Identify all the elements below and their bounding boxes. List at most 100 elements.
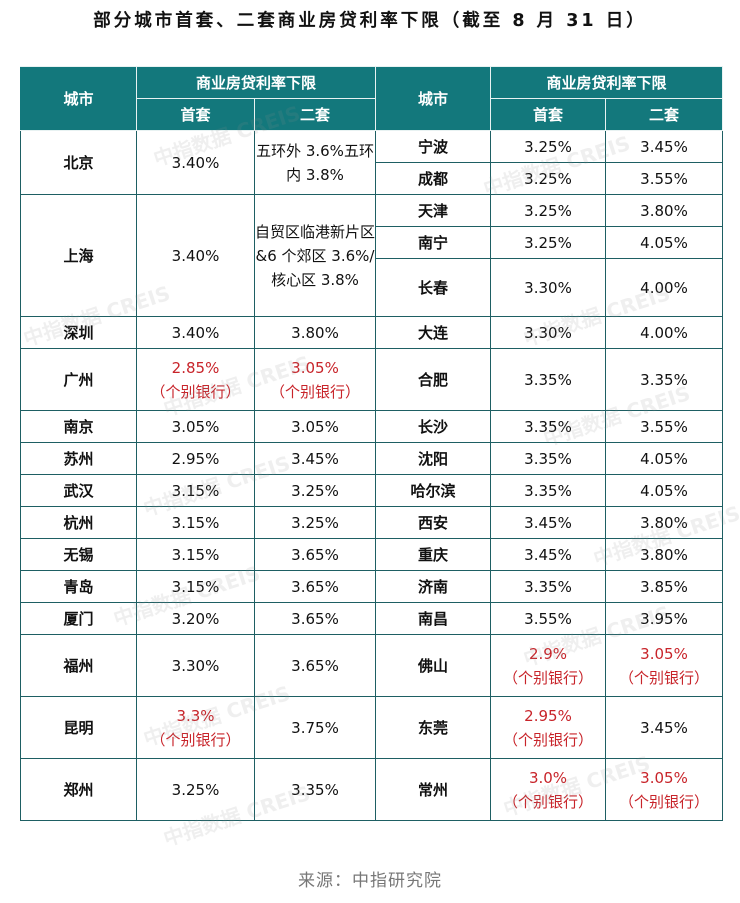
city-name: 佛山: [375, 634, 491, 697]
second-home-rate: 3.05% （个别银行）: [604, 634, 724, 697]
second-home-rate: 3.45%: [253, 442, 377, 475]
city-name: 武汉: [20, 474, 137, 507]
table-row: 长沙 3.35% 3.55%: [375, 410, 724, 443]
city-name: 厦门: [20, 602, 137, 635]
city-name: 合肥: [375, 348, 491, 411]
first-home-rate: 3.35%: [490, 348, 606, 411]
city-name: 广州: [20, 348, 137, 411]
table-row: 南京 3.05% 3.05%: [20, 410, 377, 443]
city-column-header: 城市: [375, 66, 491, 131]
second-home-rate: 3.80%: [604, 538, 724, 571]
rate-note: （个别银行）: [150, 730, 241, 749]
city-name: 天津: [375, 194, 491, 227]
city-name: 大连: [375, 316, 491, 349]
first-home-rate: 3.15%: [136, 474, 255, 507]
second-home-rate: 3.35%: [253, 758, 377, 821]
city-name: 长沙: [375, 410, 491, 443]
second-home-rate: 3.55%: [604, 410, 724, 443]
table-row: 西安 3.45% 3.80%: [375, 506, 724, 539]
second-home-rate: 3.80%: [253, 316, 377, 349]
first-home-rate: 3.35%: [490, 442, 606, 475]
second-home-rate: 4.05%: [604, 226, 724, 259]
city-name: 长春: [375, 258, 491, 317]
city-name: 成都: [375, 162, 491, 195]
first-home-rate: 3.25%: [490, 130, 606, 163]
table-row: 深圳 3.40% 3.80%: [20, 316, 377, 349]
second-home-rate: 3.25%: [253, 474, 377, 507]
second-home-rate: 3.45%: [604, 696, 724, 759]
rate-value: 2.9%: [528, 644, 568, 663]
second-home-rate: 3.65%: [253, 538, 377, 571]
second-home-rate: 3.05%: [253, 410, 377, 443]
first-home-rate: 3.45%: [490, 506, 606, 539]
rate-value: 2.85%: [171, 358, 220, 377]
table-row: 青岛 3.15% 3.65%: [20, 570, 377, 603]
second-home-rate: 3.80%: [604, 194, 724, 227]
first-home-rate: 2.9% （个别银行）: [490, 634, 606, 697]
table-row: 北京 3.40% 五环外 3.6%五环内 3.8%: [20, 130, 377, 195]
first-home-rate: 3.40%: [136, 130, 255, 195]
first-home-rate: 3.40%: [136, 194, 255, 317]
city-name: 重庆: [375, 538, 491, 571]
second-home-header: 二套: [253, 98, 377, 131]
second-home-rate: 4.00%: [604, 316, 724, 349]
rate-value: 3.05%: [640, 644, 688, 663]
first-home-rate: 2.85% （个别银行）: [136, 348, 255, 411]
rate-note: （个别银行）: [150, 382, 241, 401]
first-home-rate: 3.25%: [490, 162, 606, 195]
second-home-rate: 自贸区临港新片区&6 个郊区 3.6%/核心区 3.8%: [253, 194, 377, 317]
table-row: 大连 3.30% 4.00%: [375, 316, 724, 349]
second-home-rate: 3.75%: [253, 696, 377, 759]
table-row: 南宁 3.25% 4.05%: [375, 226, 724, 259]
table-row: 常州 3.0% （个别银行） 3.05% （个别银行）: [375, 758, 724, 821]
first-home-rate: 3.15%: [136, 570, 255, 603]
city-name: 深圳: [20, 316, 137, 349]
first-home-rate: 3.20%: [136, 602, 255, 635]
first-home-rate: 3.30%: [490, 316, 606, 349]
second-home-rate: 3.45%: [604, 130, 724, 163]
table-row: 广州 2.85% （个别银行） 3.05% （个别银行）: [20, 348, 377, 411]
city-name: 宁波: [375, 130, 491, 163]
city-name: 济南: [375, 570, 491, 603]
second-home-rate: 3.35%: [604, 348, 724, 411]
first-home-rate: 3.25%: [490, 226, 606, 259]
first-home-rate: 3.05%: [136, 410, 255, 443]
city-name: 南京: [20, 410, 137, 443]
table-row: 郑州 3.25% 3.35%: [20, 758, 377, 821]
city-name: 南昌: [375, 602, 491, 635]
second-home-rate: 4.00%: [604, 258, 724, 317]
rate-value: 3.3%: [176, 706, 215, 725]
table-row: 宁波 3.25% 3.45%: [375, 130, 724, 163]
city-name: 北京: [20, 130, 137, 195]
rate-group-header: 商业房贷利率下限: [135, 66, 377, 99]
table-row: 成都 3.25% 3.55%: [375, 162, 724, 195]
rate-note: （个别银行）: [502, 668, 593, 687]
first-home-rate: 3.55%: [490, 602, 606, 635]
rate-value: 3.0%: [528, 768, 568, 787]
rate-value: 3.05%: [291, 358, 339, 377]
city-name: 昆明: [20, 696, 137, 759]
rate-note: （个别银行）: [270, 382, 361, 401]
table-row: 昆明 3.3% （个别银行） 3.75%: [20, 696, 377, 759]
table-row: 杭州 3.15% 3.25%: [20, 506, 377, 539]
city-name: 西安: [375, 506, 491, 539]
table-row: 天津 3.25% 3.80%: [375, 194, 724, 227]
rate-value: 3.05%: [640, 768, 688, 787]
first-home-rate: 3.15%: [136, 538, 255, 571]
first-home-rate: 3.35%: [490, 474, 606, 507]
city-name: 南宁: [375, 226, 491, 259]
second-home-rate: 五环外 3.6%五环内 3.8%: [253, 130, 377, 195]
first-home-rate: 3.25%: [136, 758, 255, 821]
city-name: 沈阳: [375, 442, 491, 475]
city-name: 郑州: [20, 758, 137, 821]
second-home-rate: 3.65%: [253, 570, 377, 603]
first-home-rate: 2.95%: [136, 442, 255, 475]
city-column-header: 城市: [20, 66, 137, 131]
first-home-rate: 3.15%: [136, 506, 255, 539]
second-home-rate: 3.95%: [604, 602, 724, 635]
city-name: 常州: [375, 758, 491, 821]
table-row: 苏州 2.95% 3.45%: [20, 442, 377, 475]
rate-group-header: 商业房贷利率下限: [489, 66, 724, 99]
first-home-rate: 3.30%: [136, 634, 255, 697]
table-row: 无锡 3.15% 3.65%: [20, 538, 377, 571]
